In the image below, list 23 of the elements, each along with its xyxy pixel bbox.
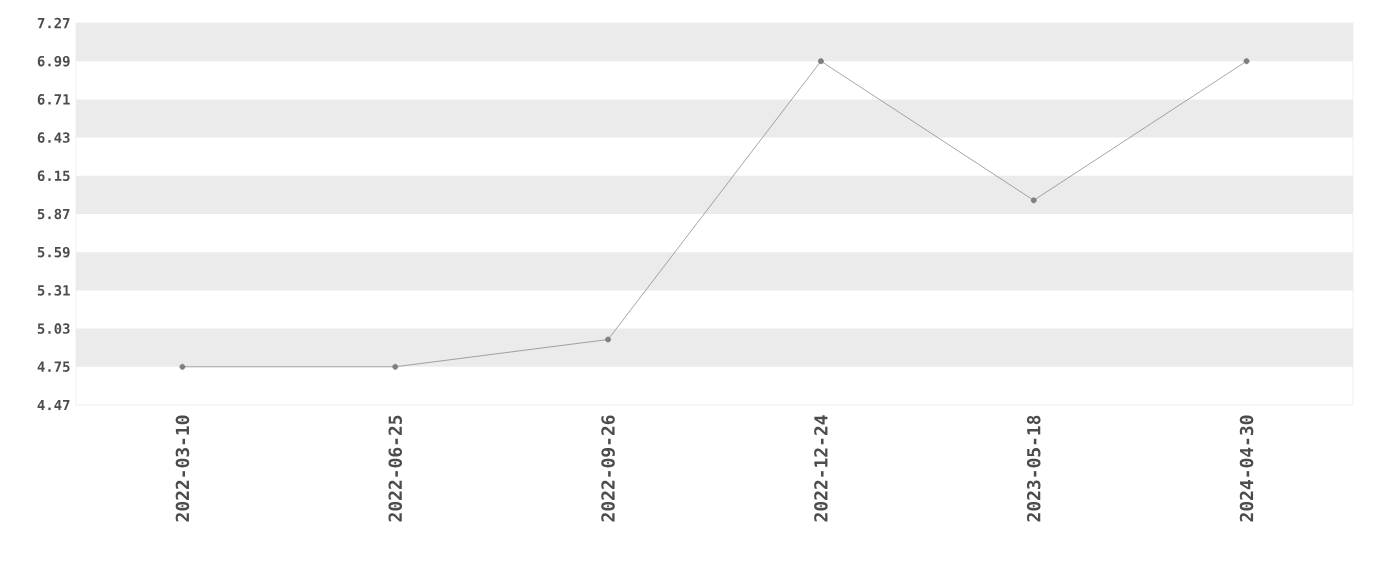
x-tick-label: 2022-09-26	[601, 415, 615, 522]
point	[392, 363, 399, 370]
y-tick-label: 6.71	[37, 94, 70, 105]
point	[179, 363, 186, 370]
point	[1030, 197, 1037, 204]
x-tick-label: 2023-05-18	[1026, 415, 1041, 522]
y-tick-label: 7.27	[37, 17, 70, 29]
x-tick-label: 2022-12-24	[814, 415, 828, 522]
y-tick-label: 4.47	[37, 399, 70, 411]
y-tick-label: 6.43	[37, 132, 70, 143]
x-tick-label: 2022-06-25	[388, 415, 403, 522]
x-tick-label: 2022-03-10	[175, 415, 190, 522]
point	[817, 58, 824, 65]
point	[605, 336, 612, 343]
y-tick-label: 5.59	[37, 246, 70, 258]
point	[1243, 58, 1250, 65]
x-tick-label: 2024-04-30	[1239, 415, 1254, 522]
y-tick-label: 5.87	[37, 208, 70, 220]
y-tick-label: 5.31	[37, 285, 70, 296]
y-tick-label: 6.99	[37, 55, 70, 67]
y-tick-label: 5.03	[37, 323, 70, 334]
y-tick-label: 6.15	[37, 170, 70, 182]
y-tick-label: 4.75	[37, 361, 70, 372]
